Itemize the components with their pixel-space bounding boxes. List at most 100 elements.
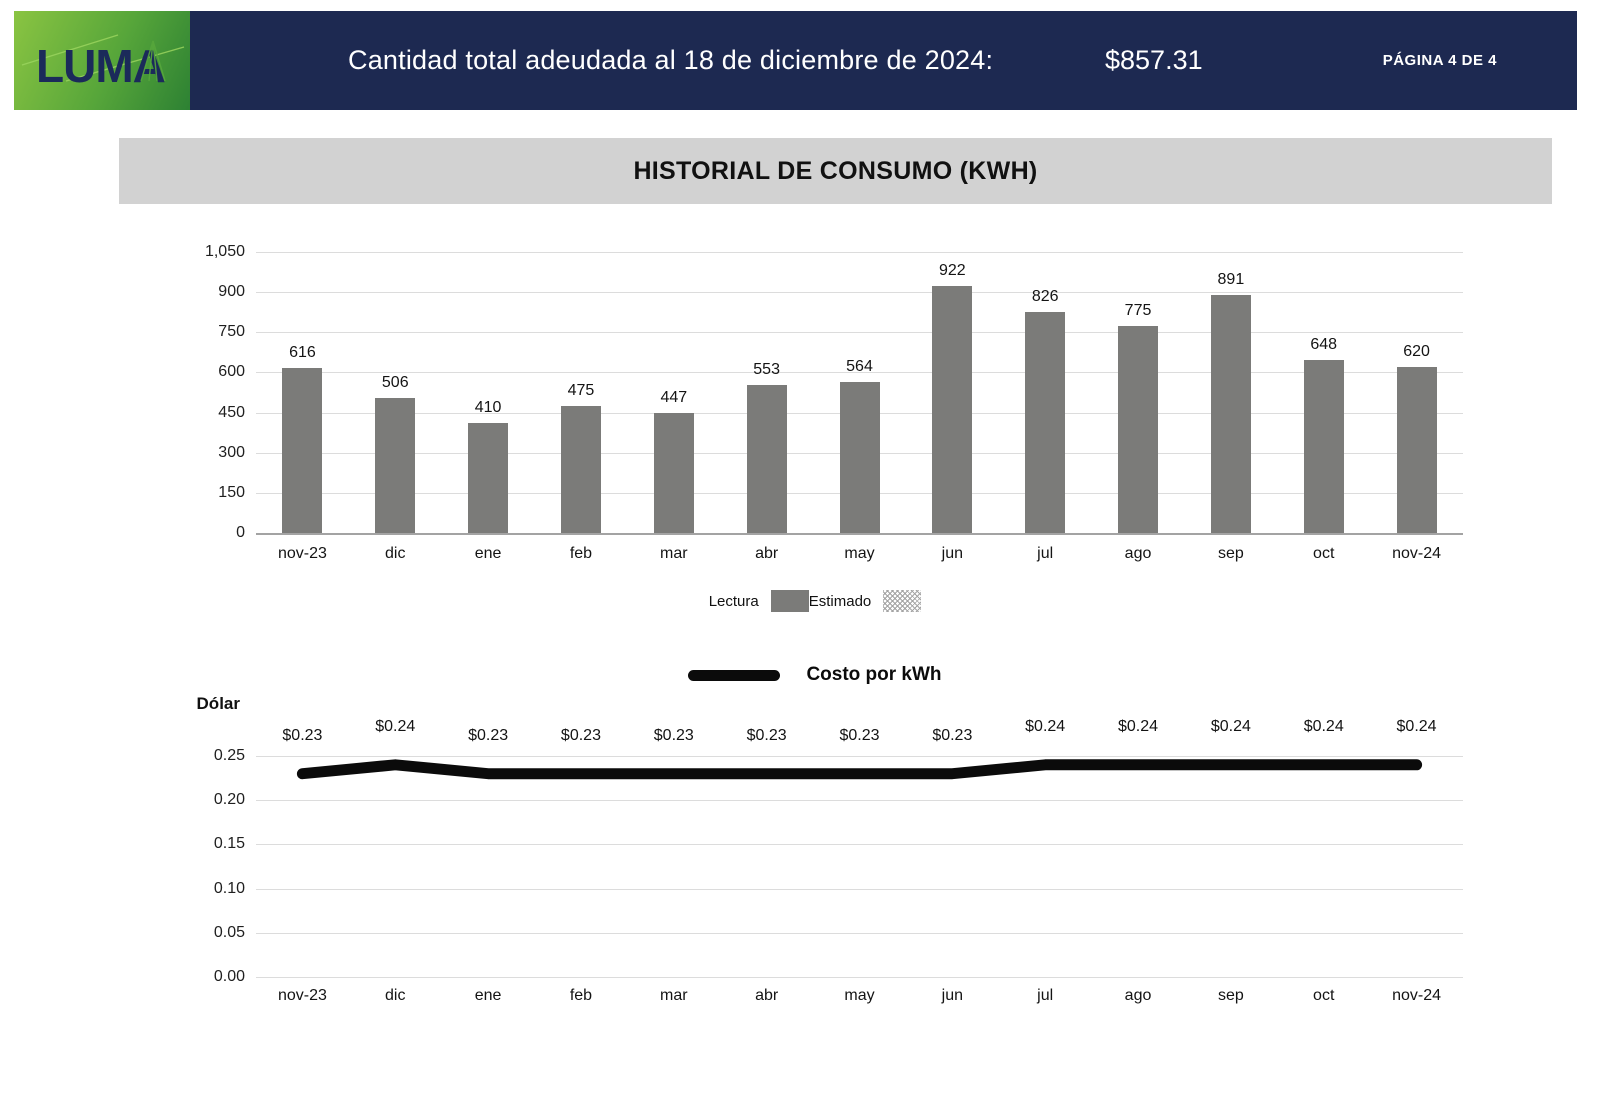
point-value-label: $0.23 [932, 726, 973, 744]
bar-nov-23 [282, 368, 323, 533]
gridline [256, 372, 1463, 374]
bar-ago [1118, 325, 1159, 533]
bar-jun [932, 286, 973, 533]
y-axis-tick-label: 450 [218, 403, 245, 421]
point-value-label: $0.23 [746, 726, 787, 744]
bar-oct [1303, 359, 1344, 533]
point-value-label: $0.23 [839, 726, 880, 744]
point-value-label: $0.23 [560, 726, 601, 744]
x-axis-category-label: sep [1217, 987, 1244, 1004]
x-axis-category-label: jul [1037, 987, 1054, 1004]
bar-value-label: 506 [381, 373, 409, 391]
line-chart-ylabel: Dólar [196, 694, 240, 713]
bar-may [839, 382, 880, 533]
x-axis-category-label: jun [941, 545, 964, 562]
gridline [256, 977, 1463, 978]
bar-value-label: 564 [846, 358, 873, 376]
point-value-label: $0.24 [1118, 717, 1159, 735]
legend-label-lectura: Lectura [708, 592, 759, 610]
bar-dic [375, 397, 416, 533]
point-value-label: $0.24 [375, 717, 416, 735]
point-value-label: $0.24 [1210, 717, 1251, 735]
x-axis-category-label: ene [474, 987, 502, 1004]
bar-ene [468, 423, 509, 533]
legend-swatch-estimado [883, 590, 922, 612]
point-value-label: $0.24 [1303, 717, 1344, 735]
bar-abr [746, 385, 787, 533]
x-axis-category-label: abr [755, 987, 779, 1004]
bar-value-label: 620 [1403, 343, 1430, 361]
y-axis-tick-label: 0.10 [213, 879, 245, 897]
x-axis-category-label: ago [1124, 987, 1152, 1004]
logo-wordmark: LUMA [36, 40, 165, 92]
x-axis-category-label: oct [1313, 987, 1335, 1004]
bar-feb [560, 405, 601, 533]
x-axis-category-label: jun [941, 987, 964, 1004]
x-axis-category-label: ago [1124, 545, 1152, 562]
y-axis-tick-label: 0.15 [213, 835, 245, 853]
bar-nov-24 [1396, 367, 1437, 533]
x-axis-category-label: sep [1217, 545, 1244, 562]
y-axis-tick-label: 900 [218, 283, 245, 301]
legend-swatch-lectura [770, 590, 809, 612]
y-axis-tick-label: 750 [218, 323, 245, 341]
bar-value-label: 447 [660, 389, 688, 407]
bar-sep [1210, 294, 1251, 533]
bar-jul [1025, 311, 1066, 533]
gridline [256, 844, 1463, 846]
x-axis-category-label: oct [1313, 545, 1335, 562]
bar-chart-legend: Lectura Estimado [15, 588, 1600, 614]
header-title: Cantidad total adeudada al 18 de diciemb… [348, 45, 994, 75]
x-axis-category-label: ene [474, 545, 502, 562]
total-amount-due: $857.31 [1105, 45, 1203, 75]
bar-value-label: 775 [1124, 301, 1152, 319]
luma-logo-graphic: LUMA [21, 34, 185, 92]
point-value-label: $0.23 [282, 726, 323, 744]
x-axis-category-label: feb [569, 545, 593, 562]
logo-streak [21, 34, 119, 66]
x-axis-category-label: nov-24 [1392, 987, 1442, 1004]
gridline [256, 292, 1463, 294]
legend-label-estimado: Estimado [808, 592, 872, 610]
x-axis-category-label: may [844, 545, 875, 562]
bar-value-label: 891 [1217, 270, 1245, 288]
bar-value-label: 616 [289, 344, 316, 362]
y-axis-tick-label: 1,050 [204, 243, 245, 260]
bar-value-label: 475 [567, 381, 595, 399]
y-axis-tick-label: 0.05 [213, 923, 245, 941]
cost-per-kwh-line-chart: Dólar 0.00 0.05 0.10 0.15 0.20 0.25 $0.23 nov-2… [0, 680, 1600, 1020]
line-legend-swatch [688, 669, 781, 681]
cost-line [296, 759, 1423, 780]
y-axis-tick-label: 0.00 [213, 968, 245, 985]
y-axis-tick-label: 0.25 [213, 747, 245, 764]
x-axis-category-label: mar [660, 545, 688, 562]
point-value-label: $0.23 [653, 726, 694, 744]
x-axis-category-label: nov-23 [277, 987, 327, 1004]
cost-line-series [296, 759, 1423, 780]
bar-value-label: 648 [1310, 335, 1338, 353]
gridline [256, 888, 1463, 890]
bar-value-label: 922 [938, 262, 966, 280]
bar-value-label: 826 [1031, 287, 1059, 305]
x-axis-category-label: mar [660, 987, 688, 1004]
header-background [14, 11, 1577, 110]
x-axis-category-label: dic [385, 987, 406, 1004]
x-axis-category-label: abr [755, 545, 779, 562]
x-axis-category-label: feb [569, 987, 593, 1004]
x-axis-category-label: nov-23 [277, 545, 327, 562]
x-axis-category-label: dic [385, 545, 406, 562]
logo-a-starburst [140, 40, 166, 82]
consumption-bar-chart: 0 150 300 450 600 750 900 1,050 616 nov-23 506 dic 4… [0, 230, 1600, 570]
x-axis-category-label: jul [1037, 545, 1054, 562]
logo-streak [65, 46, 185, 82]
header-bar: LUMA Cantidad total adeudada al 18 de di… [14, 11, 1577, 110]
point-value-label: $0.24 [1025, 717, 1066, 735]
gridline [256, 332, 1463, 334]
gridline [256, 756, 1463, 757]
gridline [256, 533, 1463, 535]
line-legend-label: Costo por kWh [806, 664, 942, 685]
section-title-bar: HISTORIAL DE CONSUMO (KWH) [119, 138, 1552, 204]
luma-logo: LUMA [14, 11, 190, 110]
bar-value-label: 553 [753, 361, 780, 378]
